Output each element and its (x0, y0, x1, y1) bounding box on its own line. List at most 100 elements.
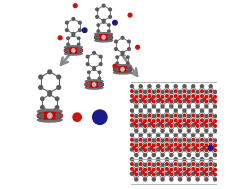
Circle shape (152, 154, 155, 157)
Circle shape (196, 129, 199, 132)
Circle shape (179, 90, 182, 93)
Circle shape (183, 124, 186, 127)
Circle shape (148, 99, 151, 102)
Circle shape (165, 158, 169, 161)
Circle shape (205, 100, 208, 103)
Circle shape (142, 122, 144, 125)
Circle shape (101, 84, 103, 85)
Circle shape (139, 163, 142, 165)
Circle shape (192, 114, 195, 117)
Circle shape (170, 178, 173, 181)
Circle shape (142, 147, 144, 149)
Circle shape (67, 49, 69, 50)
Circle shape (168, 98, 170, 100)
Circle shape (153, 149, 155, 152)
Circle shape (144, 120, 146, 122)
Circle shape (157, 99, 160, 102)
Ellipse shape (114, 68, 131, 72)
Circle shape (49, 116, 51, 119)
Circle shape (65, 50, 67, 51)
Circle shape (139, 99, 142, 102)
Circle shape (131, 138, 133, 141)
Circle shape (93, 110, 107, 124)
Circle shape (102, 4, 105, 7)
Circle shape (113, 64, 117, 68)
Circle shape (97, 30, 99, 32)
Circle shape (179, 95, 181, 98)
Circle shape (201, 114, 203, 117)
Circle shape (187, 129, 190, 132)
Circle shape (131, 114, 133, 117)
Ellipse shape (95, 36, 112, 40)
Circle shape (128, 48, 130, 50)
Circle shape (214, 178, 217, 181)
Circle shape (205, 139, 208, 142)
Circle shape (205, 168, 208, 171)
Circle shape (214, 105, 217, 108)
Circle shape (161, 95, 164, 98)
Circle shape (130, 109, 134, 112)
Circle shape (200, 85, 204, 88)
Circle shape (102, 21, 105, 23)
Circle shape (148, 85, 151, 88)
Circle shape (82, 28, 87, 33)
Circle shape (148, 172, 151, 175)
Circle shape (73, 113, 81, 121)
Circle shape (161, 144, 164, 147)
Ellipse shape (64, 52, 82, 55)
Circle shape (205, 163, 208, 166)
Circle shape (157, 95, 159, 97)
Circle shape (183, 163, 186, 165)
Ellipse shape (85, 86, 103, 89)
Circle shape (135, 149, 138, 152)
Circle shape (115, 48, 117, 50)
Circle shape (133, 122, 135, 125)
Circle shape (192, 148, 195, 151)
Circle shape (157, 143, 159, 146)
Circle shape (214, 125, 216, 127)
Circle shape (130, 99, 134, 102)
Ellipse shape (114, 68, 131, 72)
Ellipse shape (37, 113, 62, 119)
Circle shape (174, 172, 177, 175)
Circle shape (196, 149, 199, 152)
Circle shape (110, 36, 112, 38)
Circle shape (144, 90, 147, 93)
Circle shape (214, 173, 216, 176)
Circle shape (214, 154, 217, 157)
Ellipse shape (85, 82, 103, 86)
Circle shape (65, 21, 68, 24)
Circle shape (116, 69, 118, 71)
Circle shape (157, 85, 160, 88)
Circle shape (150, 98, 153, 100)
Circle shape (205, 144, 208, 147)
Circle shape (131, 119, 133, 122)
Circle shape (196, 163, 199, 166)
Circle shape (152, 90, 155, 93)
Circle shape (170, 168, 173, 171)
Circle shape (157, 148, 160, 151)
Circle shape (99, 83, 101, 84)
Circle shape (113, 20, 117, 25)
Circle shape (139, 114, 142, 117)
Circle shape (139, 138, 142, 141)
Circle shape (102, 36, 105, 39)
Circle shape (212, 98, 214, 100)
Circle shape (205, 154, 208, 157)
Circle shape (174, 163, 177, 165)
Circle shape (139, 85, 142, 88)
Circle shape (179, 173, 181, 176)
Circle shape (108, 24, 110, 26)
Circle shape (41, 97, 44, 101)
Circle shape (148, 148, 151, 151)
Circle shape (170, 95, 173, 98)
Circle shape (148, 95, 151, 97)
Circle shape (49, 112, 51, 115)
Circle shape (130, 124, 134, 127)
Circle shape (196, 95, 199, 98)
Ellipse shape (64, 49, 82, 52)
Circle shape (192, 172, 195, 175)
Circle shape (196, 154, 199, 157)
Circle shape (93, 82, 95, 84)
Ellipse shape (37, 113, 62, 118)
